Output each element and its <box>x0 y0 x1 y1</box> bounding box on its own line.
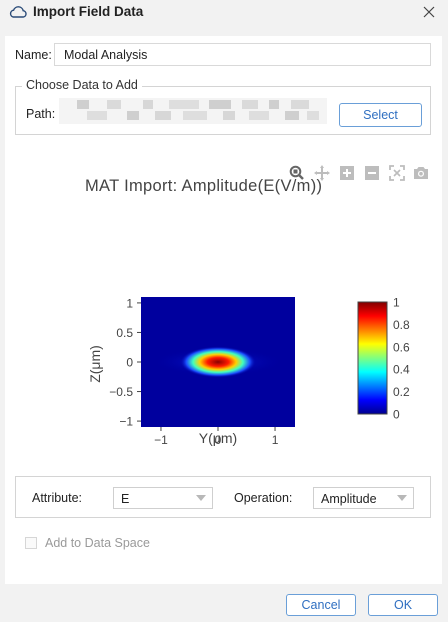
name-label: Name: <box>15 48 52 62</box>
choose-data-group: Choose Data to Add Path: Select <box>15 86 431 135</box>
cloud-icon <box>8 4 28 20</box>
path-field[interactable] <box>59 98 327 124</box>
operation-dropdown[interactable]: Amplitude <box>313 487 414 509</box>
title-bar: Import Field Data <box>0 0 448 24</box>
add-to-data-space-label: Add to Data Space <box>45 536 150 550</box>
zoom-out-icon[interactable] <box>363 164 381 182</box>
field-heatmap-plot[interactable]: Z(μm) Y(μm) 10.50−0.5−1−1 0 110.80.60.40.2… <box>75 256 415 448</box>
attribute-dropdown[interactable]: E <box>113 487 213 509</box>
y-tick-label: −1 <box>119 415 133 429</box>
operation-value: Amplitude <box>321 492 377 506</box>
zoom-in-icon[interactable] <box>338 164 356 182</box>
mode-hotspot <box>180 346 256 377</box>
attribute-value: E <box>121 492 129 506</box>
colorbar-tick-label: 1 <box>393 296 400 310</box>
choose-data-legend: Choose Data to Add <box>22 78 142 92</box>
name-input[interactable] <box>54 43 431 66</box>
colorbar-tick-label: 0.4 <box>393 363 410 377</box>
cancel-button[interactable]: Cancel <box>286 594 356 616</box>
dialog-panel: Name: Choose Data to Add Path: Select <box>5 36 442 584</box>
operation-label: Operation: <box>234 491 292 505</box>
y-tick-label: 0 <box>126 356 133 370</box>
x-tick-label: 1 <box>272 433 279 447</box>
add-to-data-space-checkbox[interactable] <box>25 537 37 549</box>
y-axis-label: Z(μm) <box>87 345 103 383</box>
ok-button[interactable]: OK <box>368 594 438 616</box>
attribute-label: Attribute: <box>32 491 82 505</box>
path-label: Path: <box>26 107 55 121</box>
colorbar-tick-label: 0.8 <box>393 318 410 332</box>
select-button[interactable]: Select <box>339 103 422 127</box>
colorbar-tick-label: 0 <box>393 408 400 422</box>
chart-title: MAT Import: Amplitude(E(V/m)) <box>85 177 322 196</box>
x-tick-label: 0 <box>215 433 222 447</box>
colorbar <box>358 302 387 414</box>
y-tick-label: −0.5 <box>109 385 133 399</box>
window-title: Import Field Data <box>33 4 143 19</box>
attribute-operation-group: Attribute: E Operation: Amplitude <box>15 476 431 518</box>
y-tick-label: 1 <box>126 296 133 310</box>
camera-icon[interactable] <box>412 164 430 182</box>
close-icon[interactable] <box>418 1 440 23</box>
y-tick-label: 0.5 <box>116 326 133 340</box>
colorbar-tick-label: 0.6 <box>393 340 410 354</box>
x-tick-label: −1 <box>154 433 168 447</box>
chevron-down-icon <box>196 495 206 501</box>
colorbar-tick-label: 0.2 <box>393 385 410 399</box>
chevron-down-icon <box>397 495 407 501</box>
reset-axes-icon[interactable] <box>388 164 406 182</box>
